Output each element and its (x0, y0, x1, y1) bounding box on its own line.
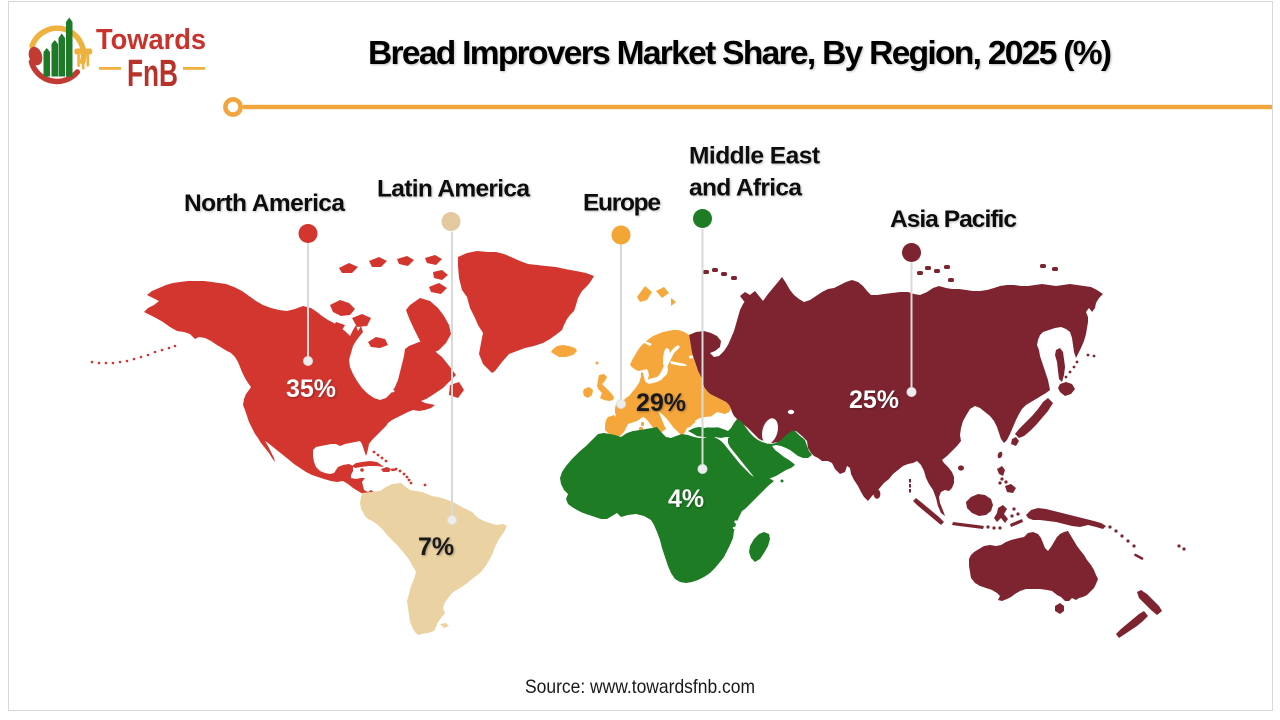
svg-text:25%: 25% (849, 386, 899, 414)
svg-text:and Africa: and Africa (689, 175, 802, 202)
svg-text:7%: 7% (418, 533, 454, 561)
svg-text:Towards: Towards (96, 24, 206, 56)
svg-text:4%: 4% (668, 485, 704, 513)
svg-text:FnB: FnB (127, 53, 178, 95)
svg-text:Middle East: Middle East (689, 143, 820, 170)
svg-text:Bread Improvers Market Share,: Bread Improvers Market Share, By Region,… (368, 35, 1112, 72)
svg-text:Latin America: Latin America (377, 176, 530, 203)
svg-text:Source: www.towardsfnb.com: Source: www.towardsfnb.com (525, 676, 755, 698)
svg-text:Asia Pacific: Asia Pacific (890, 206, 1017, 233)
svg-text:Europe: Europe (583, 190, 661, 217)
svg-text:35%: 35% (286, 375, 336, 403)
svg-text:29%: 29% (636, 389, 686, 417)
svg-text:North America: North America (184, 190, 345, 217)
